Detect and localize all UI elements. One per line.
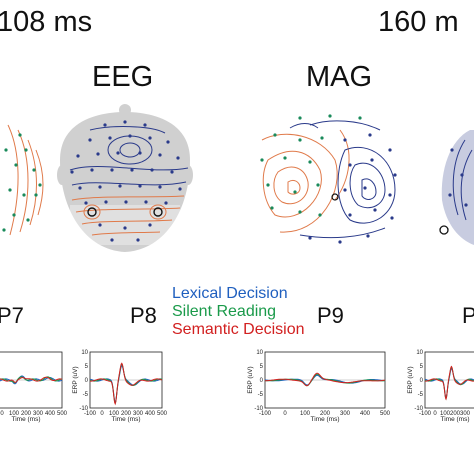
x-tick-label: 200 [21, 411, 32, 417]
x-tick-label: -100 [419, 411, 432, 417]
x-tick-label: 400 [360, 411, 371, 417]
waveform-semantic-decision [89, 362, 163, 406]
erp-panel-p9: 10 5 0 -5 -10 ERP (uV) -100 0 100 200 300 400 500 Tim… [247, 350, 391, 423]
y-axis-label: ERP (uV) [247, 366, 254, 393]
x-tick-label: 0 [433, 411, 437, 417]
y-tick-label: -5 [258, 392, 264, 398]
time-label-108: 108 ms [0, 6, 93, 38]
y-tick-label: 0 [85, 378, 89, 384]
waveform-semantic-decision [265, 372, 386, 387]
y-tick-label: -10 [414, 406, 423, 412]
x-tick-label: 100 [300, 411, 311, 417]
legend-entry-silent: Silent Reading [172, 303, 277, 320]
x-tick-label: 200 [450, 411, 461, 417]
x-tick-label: 100 [9, 411, 20, 417]
x-axis-label: Time (ms) [111, 416, 140, 423]
x-tick-label: 0 [100, 411, 104, 417]
y-tick-label: 10 [416, 350, 423, 356]
y-tick-label: -5 [418, 392, 424, 398]
y-tick-label: -10 [79, 406, 88, 412]
x-tick-label: 0 [283, 411, 287, 417]
electrode-label-p8: P8 [130, 303, 157, 328]
waveform-semantic-decision [424, 365, 474, 401]
modality-label-mag: MAG [306, 61, 373, 93]
x-tick-label: 300 [133, 411, 144, 417]
x-tick-label: -100 [259, 411, 272, 417]
x-tick-label: 300 [33, 411, 44, 417]
waveform-semantic-decision [0, 376, 63, 383]
x-axis-label: Time (ms) [310, 416, 339, 423]
x-tick-label: 500 [380, 411, 391, 417]
x-tick-label: 100 [440, 411, 451, 417]
y-tick-label: 0 [260, 378, 264, 384]
electrode-label-p-partial: P [462, 303, 474, 328]
erp-panel-p7: 0 100 200 300 400 500 Time (ms) [0, 351, 68, 423]
y-tick-label: 10 [256, 350, 263, 356]
x-tick-label: 400 [45, 411, 56, 417]
y-axis-label: ERP (uV) [407, 366, 414, 393]
waveform-lexical-decision [89, 364, 163, 404]
y-tick-label: -5 [83, 392, 89, 398]
legend: Lexical Decision Silent Reading Semantic… [172, 285, 305, 339]
y-tick-label: 0 [420, 378, 424, 384]
x-tick-label: 400 [145, 411, 156, 417]
y-tick-label: 5 [420, 364, 424, 370]
topomap-eeg-108 [57, 104, 193, 252]
electrode-label-p7: P7 [0, 303, 24, 328]
x-tick-label: 100 [109, 411, 120, 417]
x-tick-label: 300 [340, 411, 351, 417]
y-tick-label: 5 [85, 364, 89, 370]
y-axis-label: ERP (uV) [72, 366, 79, 393]
topomap-eeg-160-partial [439, 130, 474, 245]
x-tick-label: 500 [157, 411, 168, 417]
legend-entry-lexical: Lexical Decision [172, 285, 288, 302]
waveform-silent-reading [89, 363, 163, 405]
x-tick-label: 200 [320, 411, 331, 417]
x-tick-label: 500 [57, 411, 68, 417]
topomap-eeg-108-partial [0, 122, 48, 238]
y-tick-label: 5 [260, 364, 264, 370]
x-tick-label: 0 [0, 411, 4, 417]
legend-entry-semantic: Semantic Decision [172, 321, 305, 338]
topomap-mag-160 [260, 114, 397, 244]
y-tick-label: 10 [81, 350, 88, 356]
electrode-label-p9: P9 [317, 303, 344, 328]
time-label-160: 160 m [378, 6, 459, 38]
modality-label-eeg: EEG [92, 61, 154, 93]
y-tick-label: -10 [254, 406, 263, 412]
x-tick-label: -100 [84, 411, 97, 417]
x-tick-label: 200 [121, 411, 132, 417]
x-axis-label: Time (ms) [440, 416, 469, 423]
x-axis-label: Time (ms) [11, 416, 40, 423]
x-tick-label: 300 [460, 411, 471, 417]
